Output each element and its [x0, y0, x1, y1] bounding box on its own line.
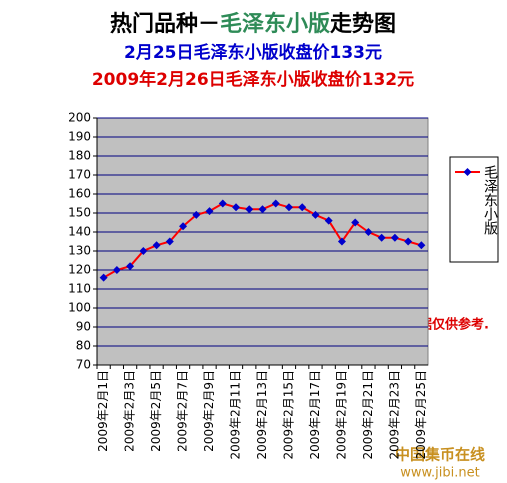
y-tick-label: 170: [68, 168, 91, 182]
watermark: www.jibi.net: [400, 466, 479, 481]
x-tick-label: 2009年2月9日: [202, 370, 216, 452]
title-part: 热门品种－: [110, 11, 220, 37]
title-part: 走势图: [330, 11, 396, 37]
y-tick-label: 110: [68, 282, 91, 296]
subtitle: 2009年2月26日毛泽东小版收盘价132元: [92, 69, 414, 90]
legend-marker: [463, 168, 472, 176]
legend-box: [449, 156, 499, 263]
x-tick-label: 2009年2月19日: [334, 370, 348, 459]
point-marker: [404, 237, 413, 246]
y-tick-label: 100: [68, 301, 91, 315]
y-tick-label: 200: [68, 111, 91, 125]
x-tick-label: 2009年2月23日: [387, 370, 401, 459]
x-tick-label: 2009年2月13日: [255, 370, 269, 459]
point-marker: [377, 233, 386, 242]
point-marker: [284, 203, 293, 212]
point-marker: [271, 199, 280, 208]
point-marker: [99, 273, 108, 282]
y-tick-label: 120: [68, 263, 91, 277]
x-tick-label: 2009年2月21日: [361, 370, 375, 459]
point-marker: [245, 205, 254, 214]
point-marker: [311, 210, 320, 219]
x-tick-label: 2009年2月11日: [229, 370, 243, 459]
watermark: 中国集币在线: [395, 446, 485, 464]
y-tick-label: 140: [68, 225, 91, 239]
point-marker: [152, 241, 161, 250]
point-marker: [258, 205, 267, 214]
title-part: 毛泽东小版: [220, 11, 330, 37]
y-tick-label: 80: [76, 339, 91, 353]
y-tick-label: 70: [76, 358, 91, 372]
point-marker: [165, 237, 174, 246]
y-tick-label: 190: [68, 130, 91, 144]
y-tick-label: 180: [68, 149, 91, 163]
x-tick-label: 2009年2月3日: [123, 370, 137, 452]
chart-title: 热门品种－毛泽东小版走势图: [110, 11, 396, 37]
y-tick-label: 160: [68, 187, 91, 201]
point-marker: [192, 210, 201, 219]
point-marker: [179, 222, 188, 231]
point-marker: [218, 199, 227, 208]
point-marker: [351, 218, 360, 227]
point-marker: [126, 262, 135, 271]
point-marker: [112, 266, 121, 274]
y-tick-label: 130: [68, 244, 91, 258]
y-tick-label: 90: [76, 320, 91, 334]
subtitle: 2月25日毛泽东小版收盘价133元: [124, 42, 382, 63]
point-marker: [417, 241, 426, 250]
x-tick-label: 2009年2月25日: [414, 370, 428, 459]
point-marker: [324, 216, 333, 225]
point-marker: [232, 203, 241, 212]
plot-area: [96, 117, 429, 366]
point-marker: [364, 228, 373, 236]
point-marker: [298, 203, 307, 212]
point-marker: [337, 237, 346, 246]
x-tick-label: 2009年2月7日: [176, 370, 190, 452]
point-marker: [390, 233, 399, 242]
x-tick-label: 2009年2月17日: [308, 370, 322, 459]
point-marker: [139, 247, 148, 255]
legend-label: 毛泽东小版: [482, 165, 498, 236]
point-marker: [205, 207, 214, 216]
legend: 毛泽东小版: [449, 156, 499, 263]
x-tick-label: 2009年2月15日: [281, 370, 295, 459]
x-tick-label: 2009年2月5日: [149, 370, 163, 452]
x-tick-label: 2009年2月1日: [96, 370, 110, 452]
y-tick-label: 150: [68, 206, 91, 220]
